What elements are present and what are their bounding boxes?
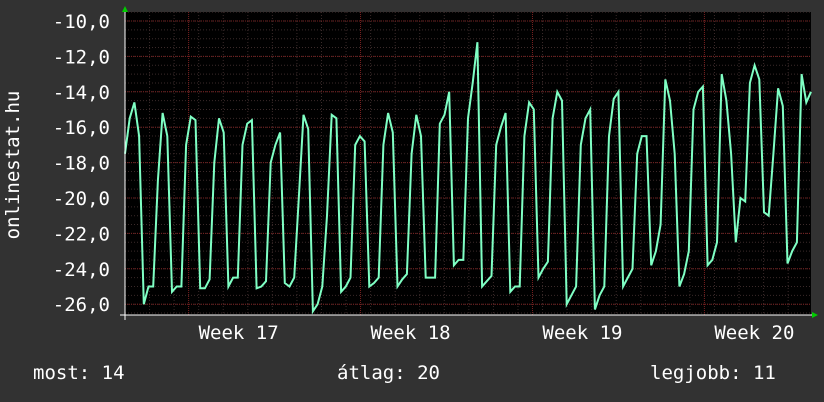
average-value: átlag: 20 (337, 362, 440, 384)
x-axis-arrow (812, 312, 818, 318)
current-value: most: 14 (33, 362, 125, 384)
y-tick-label: -26,0 (53, 294, 110, 316)
y-tick-label: -10,0 (53, 11, 110, 33)
x-tick-label: Week 19 (542, 322, 622, 344)
y-tick-label: -16,0 (53, 117, 110, 139)
plot-background (125, 12, 811, 315)
y-axis-arrow (122, 6, 128, 12)
y-axis-ticks: -10,0 -12,0 -14,0 -16,0 -18,0 -20,0 -22,0 -24,0… (53, 11, 110, 316)
y-axis-title: onlinestat.hu (2, 91, 24, 240)
y-tick-label: -24,0 (53, 259, 110, 281)
x-tick-label: Week 18 (371, 322, 451, 344)
x-tick-label: Week 17 (199, 322, 279, 344)
x-tick-label: Week 20 (714, 322, 794, 344)
best-value: legjobb: 11 (650, 362, 776, 384)
y-tick-label: -14,0 (53, 82, 110, 104)
y-tick-label: -22,0 (53, 223, 110, 245)
line-chart: -10,0 -12,0 -14,0 -16,0 -18,0 -20,0 -22,0 -24,0… (2, 6, 818, 344)
major-grid (125, 12, 811, 315)
y-tick-label: -20,0 (53, 188, 110, 210)
series-line (124, 42, 812, 315)
y-tick-label: -12,0 (53, 46, 110, 68)
x-axis-ticks: Week 17 Week 18 Week 19 Week 20 (199, 322, 795, 344)
y-tick-label: -18,0 (53, 153, 110, 175)
